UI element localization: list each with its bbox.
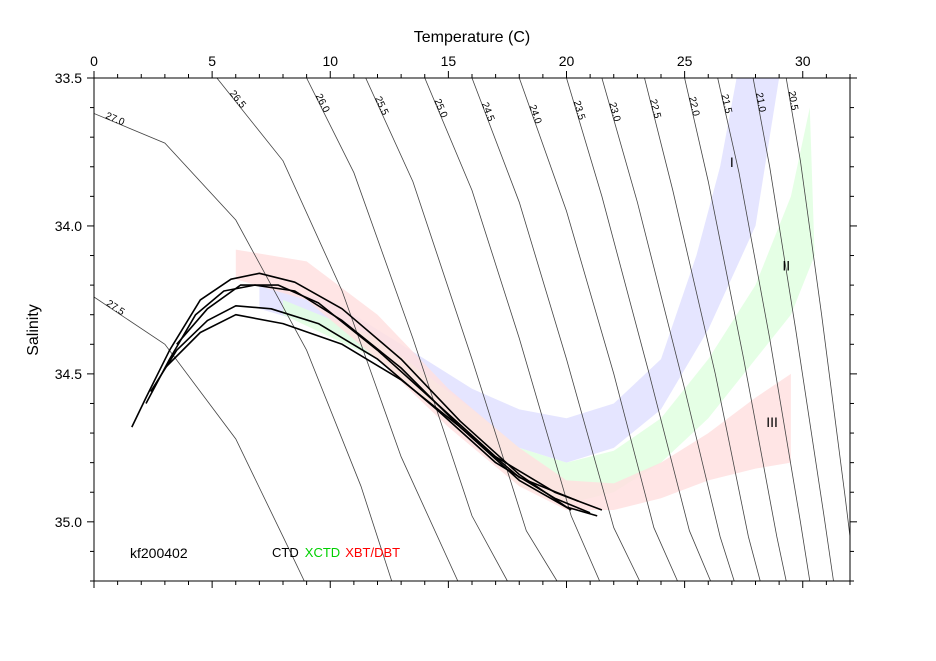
isopycnal-label-20.5: 20.5 (786, 90, 800, 111)
legend: CTD XCTD XBT/DBT (272, 545, 400, 560)
x-tick-label: 20 (559, 53, 575, 69)
isopycnal-label-26.5: 26.5 (227, 89, 248, 111)
isopycnal-label-24.5: 24.5 (479, 101, 496, 124)
y-tick-label: 35.0 (55, 514, 82, 530)
isopycnal-label-22.5: 22.5 (647, 98, 663, 120)
legend-item-xbt-dbt: XBT/DBT (345, 545, 400, 560)
isopycnal-label-21.5: 21.5 (719, 93, 734, 115)
isopycnal-lines (94, 78, 850, 581)
isopycnal-21.5 (717, 78, 811, 581)
isopycnal-27.5 (94, 296, 305, 581)
cruise-label: kf200402 (130, 545, 188, 561)
isopycnal-label-27.5: 27.5 (104, 298, 127, 318)
region-label-I: I (730, 154, 734, 170)
isopycnal-label-22.0: 22.0 (686, 96, 701, 118)
y-tick-label: 34.5 (55, 366, 82, 382)
isopycnal-label-23.5: 23.5 (571, 100, 587, 122)
region-label-II: II (782, 257, 790, 273)
y-tick-label: 33.5 (55, 70, 82, 86)
isopycnal-25.5 (365, 78, 558, 581)
x-axis-ticks: 0 5 10 15 20 25 30 (90, 53, 851, 588)
x-tick-label: 15 (441, 53, 457, 69)
isopycnal-26.0 (306, 78, 508, 581)
profile-ctd-4 (176, 284, 603, 511)
region-II (283, 107, 815, 505)
isopycnal-26.5 (216, 78, 459, 581)
region-label-III: III (766, 414, 778, 430)
x-axis-title: Temperature (C) (414, 29, 530, 46)
isopycnal-22.0 (684, 78, 787, 581)
y-axis-ticks: 33.5 34.0 34.5 35.0 (55, 70, 857, 582)
isopycnal-label-25.5: 25.5 (372, 95, 390, 118)
isopycnal-label-21.0: 21.0 (753, 92, 767, 114)
region-III (235, 249, 791, 510)
profile-ctd-3 (164, 313, 579, 502)
isopycnal-label-25.0: 25.0 (431, 97, 449, 120)
x-tick-label: 0 (90, 53, 98, 69)
legend-item-xctd: XCTD (305, 545, 340, 560)
profile-ctd-0 (131, 272, 598, 517)
x-tick-label: 30 (795, 53, 811, 69)
isopycnal-22.5 (644, 78, 761, 581)
x-tick-label: 10 (322, 53, 338, 69)
isopycnal-23.5 (566, 78, 711, 581)
x-tick-label: 5 (208, 53, 216, 69)
water-mass-regions (235, 78, 815, 510)
x-tick-label: 25 (677, 53, 693, 69)
isopycnal-25.0 (424, 78, 600, 581)
isopycnal-24.5 (471, 78, 641, 581)
y-tick-label: 34.0 (55, 218, 82, 234)
profile-traces (131, 272, 603, 517)
isopycnal-label-26.0: 26.0 (313, 92, 332, 115)
isopycnal-23.0 (601, 78, 735, 581)
isopycnal-label-24.0: 24.0 (526, 103, 543, 125)
isopycnal-21.0 (752, 78, 834, 581)
isopycnal-label-23.0: 23.0 (606, 101, 622, 123)
y-axis-title: Salinity (25, 304, 42, 356)
isopycnal-24.0 (518, 78, 678, 581)
legend-item-ctd: CTD (272, 545, 299, 560)
isopycnal-20.5 (785, 78, 850, 537)
